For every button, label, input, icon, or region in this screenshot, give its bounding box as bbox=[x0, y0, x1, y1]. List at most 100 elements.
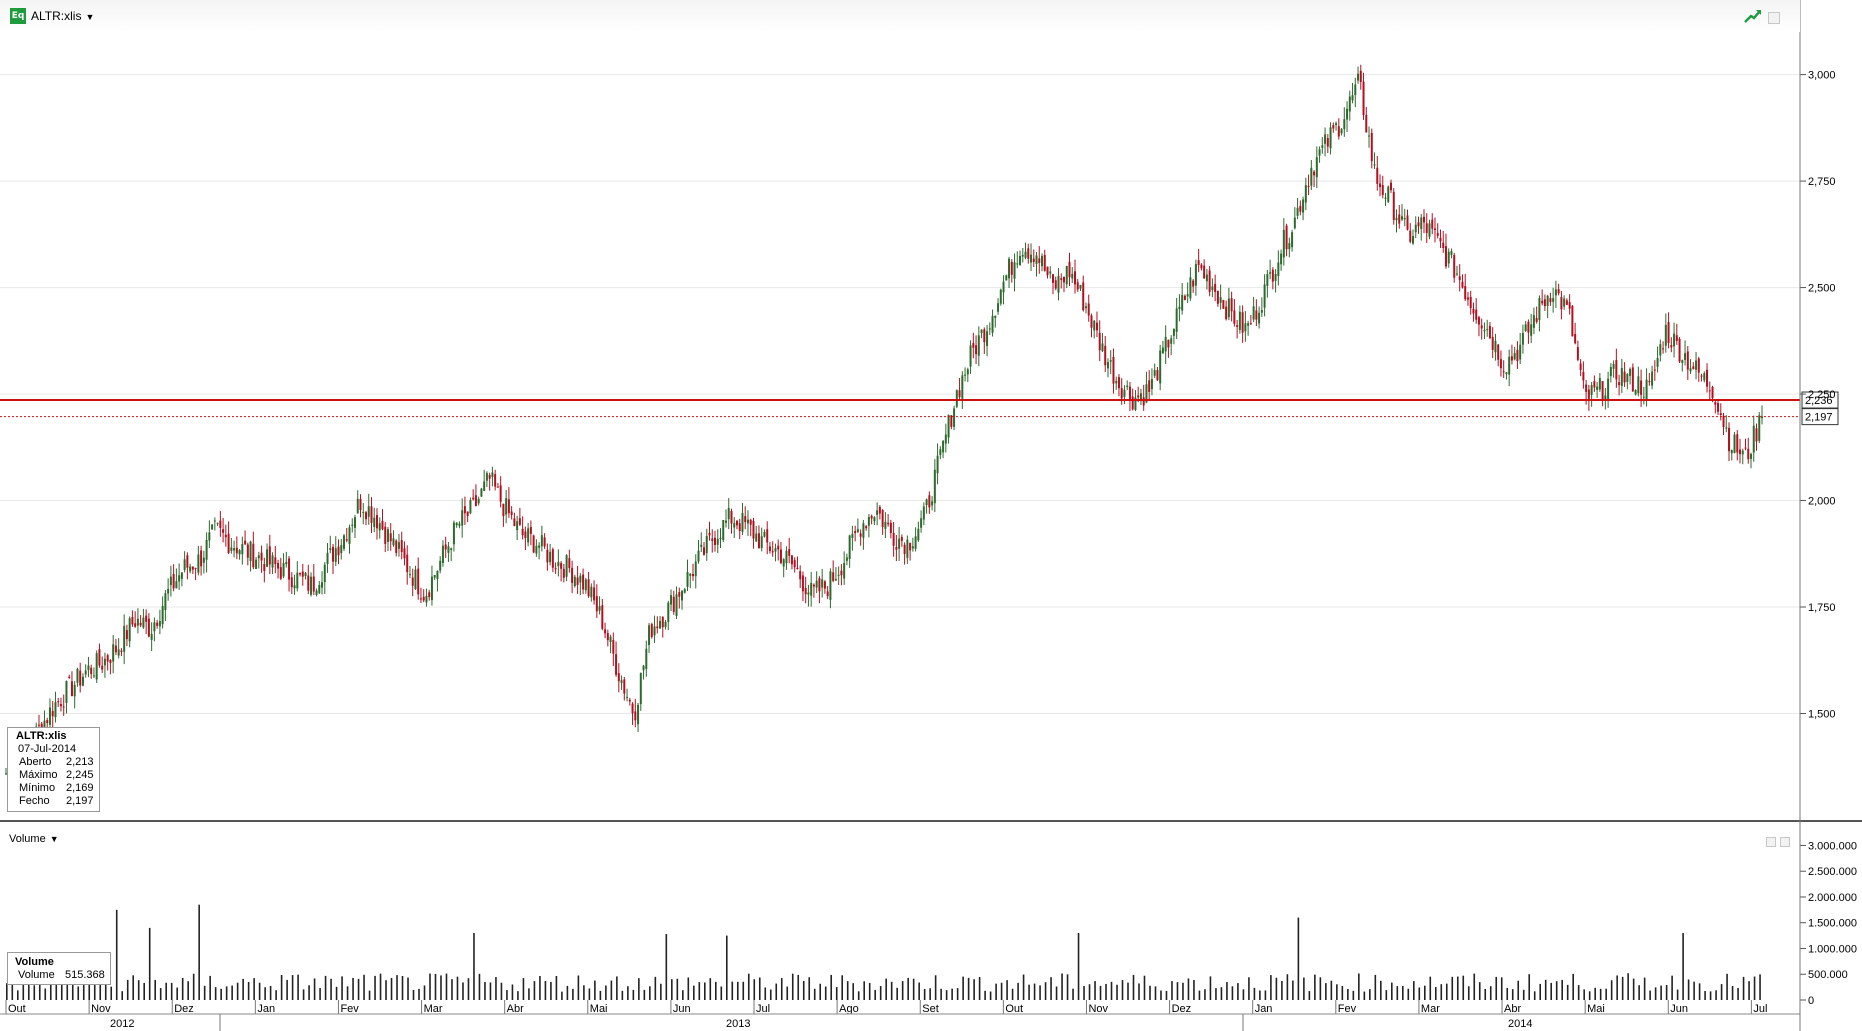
volume-bar bbox=[610, 980, 613, 1000]
candle-body bbox=[955, 390, 958, 407]
candle-body bbox=[1315, 157, 1318, 178]
candle-body bbox=[1106, 362, 1109, 369]
volume-bar bbox=[22, 976, 25, 1000]
volume-bar bbox=[819, 983, 822, 1000]
candle-body bbox=[354, 517, 357, 528]
candle-body bbox=[689, 573, 692, 576]
volume-bar bbox=[945, 990, 948, 1000]
volume-bar bbox=[451, 979, 453, 1000]
candle-body bbox=[1565, 300, 1568, 305]
volume-pane-selector[interactable]: Volume ▼ bbox=[9, 833, 59, 845]
candle-body bbox=[200, 550, 203, 567]
volume-bar bbox=[1616, 975, 1618, 1000]
reference-label-box bbox=[1801, 391, 1839, 409]
candle-body bbox=[1280, 253, 1283, 265]
symbol-selector[interactable]: ALTR:xlis ▼ bbox=[31, 9, 94, 23]
candle-body bbox=[1216, 291, 1219, 304]
volume-bar bbox=[555, 975, 558, 1000]
trend-arrow-icon[interactable] bbox=[1744, 8, 1762, 24]
price-tick-label: 2,500 bbox=[1808, 283, 1836, 295]
candle-body bbox=[1219, 297, 1222, 303]
candle-body bbox=[1406, 215, 1409, 230]
volume-bar bbox=[973, 979, 975, 1000]
candle-body bbox=[1016, 263, 1019, 265]
candle-body bbox=[1164, 336, 1167, 352]
info-row: Mínimo 2,169 bbox=[19, 782, 99, 795]
candle-body bbox=[238, 550, 241, 555]
candle-body bbox=[1527, 321, 1530, 333]
maximize-button[interactable] bbox=[1768, 12, 1780, 24]
dropdown-caret-icon[interactable]: ▼ bbox=[85, 12, 95, 22]
candle-body bbox=[1052, 274, 1055, 283]
volume-bar bbox=[1478, 982, 1481, 1000]
candle-body bbox=[590, 586, 593, 598]
candle-body bbox=[507, 499, 510, 514]
volume-pane-close-button[interactable] bbox=[1780, 837, 1790, 847]
dropdown-caret-icon[interactable]: ▼ bbox=[49, 834, 59, 844]
info-row-value: 2,197 bbox=[66, 795, 94, 807]
month-label: Nov bbox=[91, 1003, 111, 1015]
candle-body bbox=[1546, 295, 1549, 307]
candle-body bbox=[1708, 390, 1711, 392]
candle-body bbox=[444, 544, 447, 550]
candle-body bbox=[1095, 322, 1098, 331]
candle-body bbox=[914, 536, 917, 549]
volume-bar bbox=[1731, 985, 1734, 1000]
volume-bar bbox=[1511, 989, 1514, 1000]
candle-body bbox=[134, 623, 137, 627]
candle-body bbox=[887, 522, 890, 525]
info-row-key: Máximo bbox=[19, 769, 58, 781]
candle-body bbox=[271, 555, 274, 568]
candle-body bbox=[1637, 376, 1640, 394]
candle-body bbox=[1719, 413, 1722, 415]
volume-bar bbox=[1654, 987, 1657, 1000]
candle-body bbox=[1030, 254, 1033, 263]
candle-body bbox=[1631, 367, 1634, 392]
candle-body bbox=[895, 547, 898, 550]
candle-body bbox=[983, 329, 986, 343]
volume-pane-maximize-button[interactable] bbox=[1766, 837, 1776, 847]
volume-bar bbox=[456, 976, 459, 1000]
volume-bar bbox=[27, 974, 30, 1000]
month-label: Jan bbox=[257, 1003, 275, 1015]
volume-bar bbox=[104, 983, 107, 1000]
candle-body bbox=[576, 577, 579, 585]
candle-body bbox=[483, 481, 486, 492]
volume-bar bbox=[1462, 975, 1465, 1000]
candle-body bbox=[1139, 393, 1142, 401]
candle-body bbox=[1563, 298, 1566, 307]
candle-body bbox=[1010, 261, 1013, 275]
candle-body bbox=[755, 533, 758, 542]
candle-body bbox=[862, 523, 865, 538]
candle-body bbox=[837, 574, 840, 576]
candle-body bbox=[1379, 183, 1382, 188]
candle-body bbox=[1282, 229, 1285, 258]
candle-body bbox=[1233, 310, 1236, 324]
candle-body bbox=[1230, 298, 1233, 312]
volume-bar bbox=[1665, 985, 1668, 1000]
volume-bar bbox=[934, 975, 937, 1000]
candle-body bbox=[1376, 167, 1379, 184]
month-label: Mai bbox=[590, 1003, 608, 1015]
candle-body bbox=[1123, 389, 1126, 397]
volume-bar bbox=[379, 973, 382, 1000]
candle-body bbox=[1651, 371, 1654, 386]
candle-body bbox=[395, 540, 398, 553]
volume-bar bbox=[802, 981, 805, 1000]
candle-body bbox=[90, 667, 93, 675]
candle-body bbox=[873, 517, 876, 522]
candle-body bbox=[466, 511, 469, 516]
volume-bar bbox=[181, 977, 184, 1000]
candle-body bbox=[318, 585, 321, 594]
candle-body bbox=[532, 535, 535, 553]
candle-body bbox=[620, 680, 623, 684]
candle-body bbox=[255, 559, 258, 569]
candle-body bbox=[870, 515, 873, 519]
reference-label: 2,197 bbox=[1805, 412, 1833, 424]
volume-bar bbox=[852, 983, 854, 1000]
candle-body bbox=[1043, 255, 1046, 271]
candle-body bbox=[727, 508, 730, 520]
candle-body bbox=[1238, 311, 1241, 330]
volume-bar bbox=[1434, 987, 1437, 1000]
candle-body bbox=[1585, 384, 1588, 392]
